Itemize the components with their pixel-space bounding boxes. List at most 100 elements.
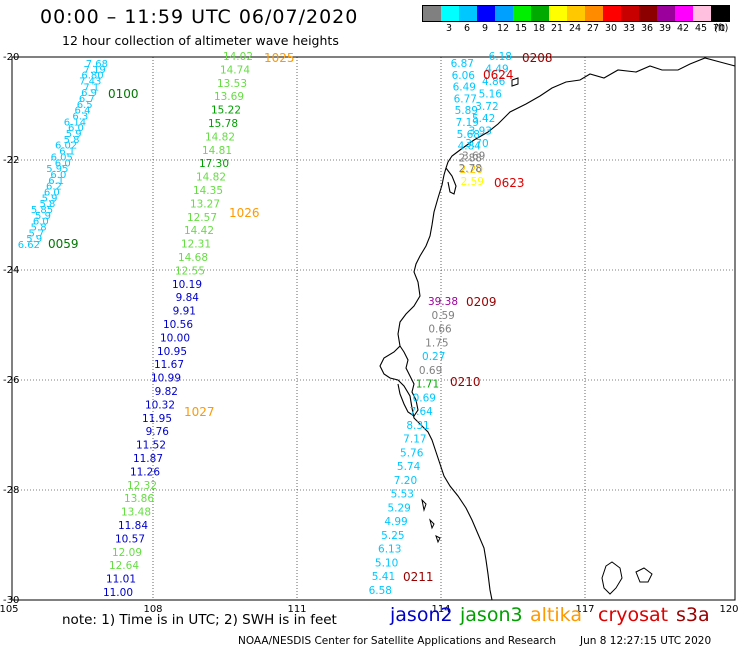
wave-height-value: 5.41	[372, 571, 395, 583]
wave-height-value: 10.95	[157, 346, 187, 358]
y-tick-label: -20	[3, 52, 19, 63]
wave-height-value: 6.87	[451, 58, 474, 70]
wave-height-value: 11.87	[133, 453, 163, 465]
wave-height-value: 9.91	[173, 306, 196, 318]
y-axis-labels: -20 -22 -24 -26 -28 -30	[3, 52, 19, 606]
pass-time-label: 0059	[48, 237, 79, 251]
wave-height-value: 6.1	[59, 147, 75, 158]
wave-height-value: 7.64	[409, 406, 433, 418]
wave-height-value: 12.55	[175, 265, 205, 277]
wave-height-value: 6.18	[489, 51, 512, 63]
wave-height-value: 5.9	[66, 129, 82, 140]
wave-height-value: 5.8	[39, 199, 55, 210]
wave-height-value: 11.84	[118, 520, 148, 532]
wave-height-value: 1.71	[416, 379, 439, 391]
scale-label: 33	[622, 23, 636, 34]
scale-swatch	[423, 6, 441, 21]
wave-height-value: 6.80	[81, 71, 103, 82]
wave-height-value: 5.89	[455, 105, 478, 117]
wave-height-value: 6.58	[369, 585, 392, 597]
wave-height-value: 6.06	[452, 70, 476, 82]
x-tick-label: 120	[719, 604, 738, 615]
scale-label: 70	[712, 23, 726, 34]
wave-height-value: 0.66	[428, 324, 452, 336]
scale-label: 9	[481, 23, 489, 34]
map-frame	[11, 56, 736, 601]
wave-height-value: 14.02	[223, 51, 253, 63]
scale-swatch	[657, 6, 675, 21]
wave-height-value: 3.70	[465, 138, 488, 150]
wave-height-value: 7.20	[394, 475, 417, 487]
wave-height-value: 5.16	[479, 88, 503, 100]
mission-s3a: s3a	[676, 604, 710, 626]
scale-label: 3	[445, 23, 453, 34]
wave-height-value: 8.31	[406, 420, 429, 432]
scale-swatch	[693, 6, 711, 21]
scale-swatch	[495, 6, 513, 21]
wave-height-value: 11.01	[106, 574, 136, 586]
scale-swatch	[675, 6, 693, 21]
wave-height-value: 13.53	[217, 78, 247, 90]
scale-swatch	[639, 6, 657, 21]
wave-height-value: 6.9	[81, 88, 97, 99]
wave-height-value: 6.0	[50, 170, 66, 181]
footer-note: note: 1) Time is in UTC; 2) SWH is in fe…	[62, 612, 337, 628]
wave-height-value: 12.64	[109, 560, 139, 572]
altimeter-tracks: 7.687.196.807.437.16.96.76.56.46.36.146.…	[18, 51, 553, 599]
wave-height-value: 6.62	[18, 240, 40, 251]
graticule	[12, 57, 735, 600]
wave-height-value: 7.43	[79, 77, 101, 88]
wave-height-value: 10.57	[115, 533, 145, 545]
mission-jason3: jason3	[460, 604, 523, 626]
scale-swatch	[441, 6, 459, 21]
pass-time-label: 0624	[483, 68, 514, 82]
pass-time-label: 0209	[466, 295, 497, 309]
pass-time-label: 1027	[184, 405, 215, 419]
page-title: 00:00 – 11:59 UTC 06/07/2020	[40, 6, 359, 28]
wave-height-value: 5.76	[400, 447, 424, 459]
wave-height-value: 7.1	[83, 82, 99, 93]
wave-height-value: 11.26	[130, 466, 160, 478]
wave-height-value: 11.00	[103, 587, 133, 599]
x-tick-label: 114	[431, 604, 450, 615]
scale-label: 24	[568, 23, 582, 34]
y-tick-label: -26	[3, 375, 19, 386]
wave-height-value: 5.53	[391, 489, 414, 501]
scale-label: 42	[676, 23, 690, 34]
scale-label: 6	[463, 23, 471, 34]
wave-height-value: 39.38	[428, 296, 458, 308]
wave-height-value: 6.1	[48, 176, 64, 187]
wave-height-value: 5.8	[64, 135, 80, 146]
scale-label: 36	[640, 23, 654, 34]
wave-height-value: 6.13	[378, 544, 401, 556]
x-tick-label: 105	[0, 604, 19, 615]
wave-height-value: 14.42	[184, 225, 214, 237]
mission-cryosat: cryosat	[598, 604, 669, 626]
wave-height-value: 5.9	[35, 211, 51, 222]
scale-swatch	[603, 6, 621, 21]
scale-label: 21	[550, 23, 564, 34]
wave-height-value: 6.0	[33, 217, 49, 228]
scale-swatch	[711, 6, 729, 21]
x-axis-labels: 105 108 111 114 117 120	[0, 604, 739, 615]
scale-label: 39	[658, 23, 672, 34]
scale-label: 45	[694, 23, 708, 34]
pass-time-label: 1025	[264, 51, 295, 65]
wave-height-value: 10.32	[145, 399, 175, 411]
wave-height-value: 7.68	[86, 59, 108, 70]
wave-height-value: 9.82	[155, 386, 178, 398]
wave-height-value: 4.84	[458, 141, 482, 153]
y-tick-label: -30	[3, 595, 19, 606]
scale-label: 15	[514, 23, 528, 34]
scale-swatch	[459, 6, 477, 21]
wave-height-value: 7.19	[456, 117, 479, 129]
wave-height-value: 12.32	[127, 480, 157, 492]
y-tick-label: -22	[3, 155, 19, 166]
scale-swatch	[549, 6, 567, 21]
wave-height-value: 6.0	[44, 187, 60, 198]
wave-height-value: 11.67	[154, 359, 184, 371]
wave-height-value: 5.8	[31, 222, 47, 233]
wave-height-value: 1.75	[425, 337, 448, 349]
wave-height-value: 5.7	[28, 228, 44, 239]
wave-height-value: 4.49	[485, 63, 508, 75]
